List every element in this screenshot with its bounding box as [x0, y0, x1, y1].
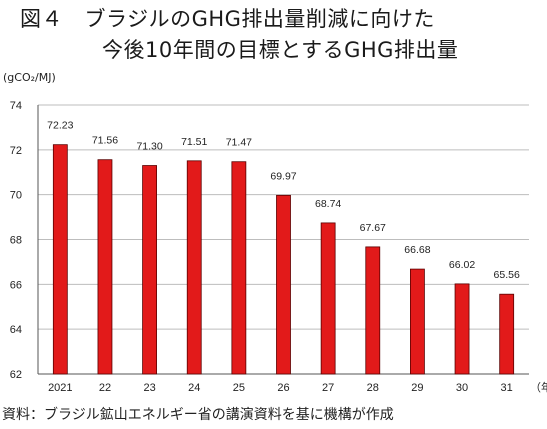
- bar: [499, 293, 515, 375]
- x-tick-label: 28: [367, 382, 379, 394]
- y-tick-label: 64: [10, 324, 22, 336]
- bar: [97, 159, 113, 375]
- y-tick-label: 62: [10, 369, 22, 381]
- y-axis-unit-label: (gCO₂/MJ): [3, 71, 56, 84]
- bar: [142, 165, 157, 375]
- x-tick-label: 2021: [48, 382, 72, 394]
- x-tick-label: 23: [143, 382, 155, 394]
- bar: [52, 144, 68, 375]
- chart-title: 図４ ブラジルのGHG排出量削減に向けた 今後10年間の目標とするGHG排出量: [20, 4, 458, 66]
- bar: [454, 283, 470, 375]
- data-label: 69.97: [270, 170, 296, 182]
- bar: [276, 194, 291, 375]
- y-tick-label: 70: [10, 190, 22, 202]
- data-label: 71.56: [92, 135, 118, 147]
- source-note: 資料：ブラジル鉱山エネルギー省の講演資料を基に機構が作成: [2, 407, 394, 423]
- y-tick-label: 68: [10, 235, 22, 247]
- data-label: 71.30: [136, 141, 162, 153]
- x-tick-label: 25: [233, 382, 245, 394]
- data-label: 72.23: [47, 120, 73, 132]
- y-tick-label: 72: [10, 145, 22, 157]
- bar: [186, 160, 202, 375]
- y-tick-label: 66: [10, 279, 22, 291]
- bar: [365, 246, 381, 375]
- data-label: 66.02: [449, 259, 475, 271]
- x-axis-unit-label: （年）: [530, 380, 547, 394]
- data-label: 67.67: [360, 222, 386, 234]
- x-tick-label: 27: [322, 382, 334, 394]
- y-tick-label: 74: [10, 100, 22, 112]
- x-tick-label: 26: [277, 382, 289, 394]
- bar: [320, 222, 336, 375]
- title-line-1: 図４ ブラジルのGHG排出量削減に向けた: [20, 7, 435, 31]
- bar: [231, 161, 247, 375]
- x-tick-label: 31: [501, 382, 513, 394]
- x-tick-label: 24: [188, 382, 200, 394]
- data-label: 71.47: [226, 137, 252, 149]
- data-label: 68.74: [315, 198, 341, 210]
- x-tick-label: 29: [411, 382, 423, 394]
- data-label: 71.51: [181, 136, 207, 148]
- title-line-2: 今後10年間の目標とするGHG排出量: [102, 38, 459, 62]
- data-label: 66.68: [404, 244, 430, 256]
- x-tick-label: 30: [456, 382, 468, 394]
- x-tick-label: 22: [99, 382, 111, 394]
- bar: [410, 268, 425, 375]
- data-label: 65.56: [494, 269, 520, 281]
